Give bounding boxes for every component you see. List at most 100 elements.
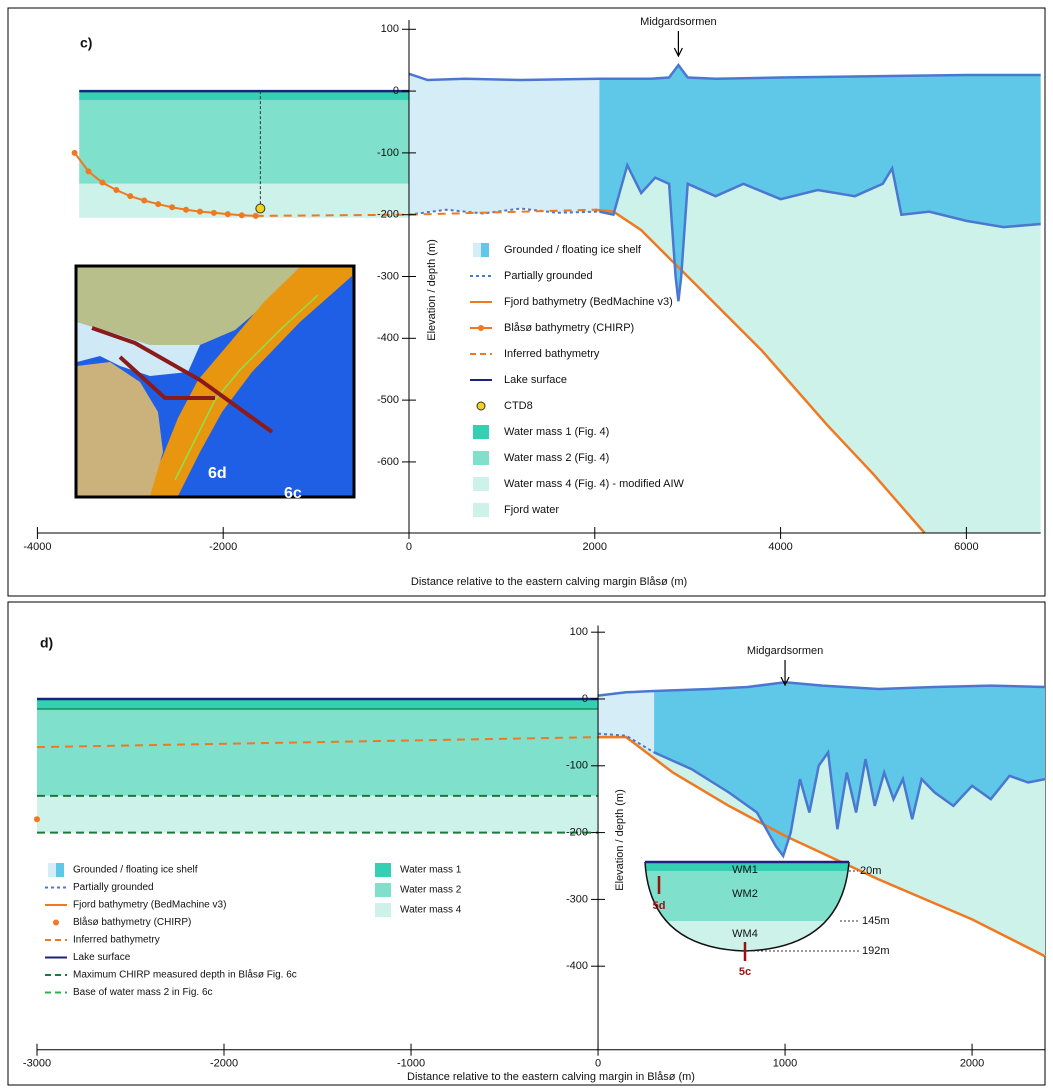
- panel-title: c): [80, 35, 92, 51]
- x-tick-label: 1000: [773, 1058, 797, 1070]
- legend-label: Fjord bathymetry (BedMachine v3): [504, 296, 673, 308]
- legend-symbol: [375, 863, 391, 877]
- legend-label: Water mass 1 (Fig. 4): [504, 426, 609, 438]
- legend-label: Blåsø bathymetry (CHIRP): [73, 916, 191, 928]
- x-tick-label: -2000: [209, 541, 237, 553]
- bowl-depth: 145m: [862, 915, 890, 927]
- y-tick-label: -200: [377, 209, 399, 221]
- y-axis-label: Elevation / depth (m): [426, 239, 438, 341]
- water-mass-layer: [79, 91, 409, 100]
- y-tick-label: -400: [377, 332, 399, 344]
- x-axis-label: Distance relative to the eastern calving…: [411, 576, 687, 588]
- legend-label: Lake surface: [73, 952, 131, 963]
- y-axis-label: Elevation / depth (m): [614, 789, 626, 891]
- bowl-label: WM1: [732, 864, 758, 876]
- figure: -4000-200002000400060001000-100-200-300-…: [0, 0, 1053, 1092]
- y-tick-label: -300: [566, 893, 588, 905]
- legend-symbol: [375, 903, 391, 917]
- chirp-point: [253, 213, 259, 219]
- legend-label: Base of water mass 2 in Fig. 6c: [73, 987, 213, 998]
- legend-symbol: [53, 920, 59, 926]
- grounded-ice: [409, 74, 599, 215]
- legend-label: Water mass 2: [400, 885, 462, 896]
- legend-symbol: [375, 883, 391, 897]
- x-tick-label: 4000: [768, 541, 792, 553]
- x-tick-label: 2000: [583, 541, 607, 553]
- chirp-point: [99, 180, 105, 186]
- bowl-label: WM2: [732, 888, 758, 900]
- y-tick-label: -200: [566, 826, 588, 838]
- annotation-arrow: [674, 31, 682, 56]
- chirp-point: [239, 212, 245, 218]
- panel-title: d): [40, 635, 53, 651]
- legend-label: Fjord water: [504, 504, 559, 516]
- legend-symbol: [473, 477, 489, 491]
- water-mass-layer: [37, 796, 598, 833]
- inset-map: 6d 6c: [76, 266, 354, 502]
- x-axis-label: Distance relative to the eastern calving…: [407, 1071, 695, 1083]
- legend-label: Inferred bathymetry: [504, 348, 600, 360]
- chirp-point: [72, 150, 78, 156]
- water-mass-layer: [79, 184, 409, 218]
- y-tick-label: -100: [377, 147, 399, 159]
- legend-label: Water mass 1: [400, 865, 462, 876]
- x-tick-label: -2000: [210, 1058, 238, 1070]
- legend-label: Blåsø bathymetry (CHIRP): [504, 322, 634, 334]
- bowl-fill: [640, 862, 855, 956]
- bowl-label: 5d: [653, 900, 666, 912]
- legend-symbol: [478, 325, 484, 331]
- chirp-point: [141, 197, 147, 203]
- x-tick-label: -3000: [23, 1058, 51, 1070]
- x-tick-label: -4000: [23, 541, 51, 553]
- bowl-depth: 20m: [860, 865, 881, 877]
- annotation: Midgardsormen: [640, 16, 716, 28]
- y-tick-label: -100: [566, 760, 588, 772]
- legend-symbol: [56, 863, 64, 877]
- x-tick-label: 0: [595, 1058, 601, 1070]
- ctd-point: [256, 204, 265, 213]
- legend-label: Partially grounded: [73, 882, 154, 893]
- legend-symbol: [473, 243, 481, 257]
- bowl-label: WM4: [732, 928, 758, 940]
- bowl-label: 5c: [739, 966, 751, 978]
- y-tick-label: -600: [377, 456, 399, 468]
- legend-label: CTD8: [504, 400, 533, 412]
- water-mass-layer: [37, 709, 598, 796]
- legend-label: Grounded / floating ice shelf: [73, 865, 198, 876]
- chirp-point: [211, 210, 217, 216]
- legend-label: Water mass 4: [400, 905, 462, 916]
- legend-symbol: [48, 863, 56, 877]
- legend-symbol: [473, 451, 489, 465]
- legend-label: Water mass 2 (Fig. 4): [504, 452, 609, 464]
- x-tick-label: -1000: [397, 1058, 425, 1070]
- legend-symbol: [481, 243, 489, 257]
- legend-label: Inferred bathymetry: [73, 935, 160, 946]
- bowl-depth: 192m: [862, 945, 890, 957]
- chirp-point: [197, 209, 203, 215]
- legend-symbol: [473, 425, 489, 439]
- water-mass-layer: [79, 100, 409, 183]
- legend-label: Fjord bathymetry (BedMachine v3): [73, 900, 226, 911]
- legend-label: Partially grounded: [504, 270, 593, 282]
- legend-symbol: [473, 503, 489, 517]
- x-tick-label: 0: [406, 541, 412, 553]
- annotation-arrow: [781, 660, 789, 685]
- chirp-point: [225, 211, 231, 217]
- y-tick-label: -400: [566, 960, 588, 972]
- y-tick-label: 100: [570, 626, 588, 638]
- x-tick-label: 2000: [960, 1058, 984, 1070]
- chirp-point: [34, 816, 40, 822]
- chirp-point: [169, 204, 175, 210]
- y-tick-label: 100: [381, 23, 399, 35]
- legend-label: Maximum CHIRP measured depth in Blåsø Fi…: [73, 969, 297, 981]
- inset-bowl: WM1 WM2 WM4 5d 5c 20m 145m 192m: [640, 862, 890, 978]
- chirp-point: [113, 187, 119, 193]
- map-label: 6c: [284, 485, 302, 502]
- map-label: 6d: [208, 465, 227, 482]
- chirp-point: [127, 193, 133, 199]
- y-tick-label: 0: [393, 85, 399, 97]
- chirp-point: [183, 207, 189, 213]
- y-tick-label: 0: [582, 693, 588, 705]
- x-tick-label: 6000: [954, 541, 978, 553]
- legend-symbol: [477, 402, 485, 410]
